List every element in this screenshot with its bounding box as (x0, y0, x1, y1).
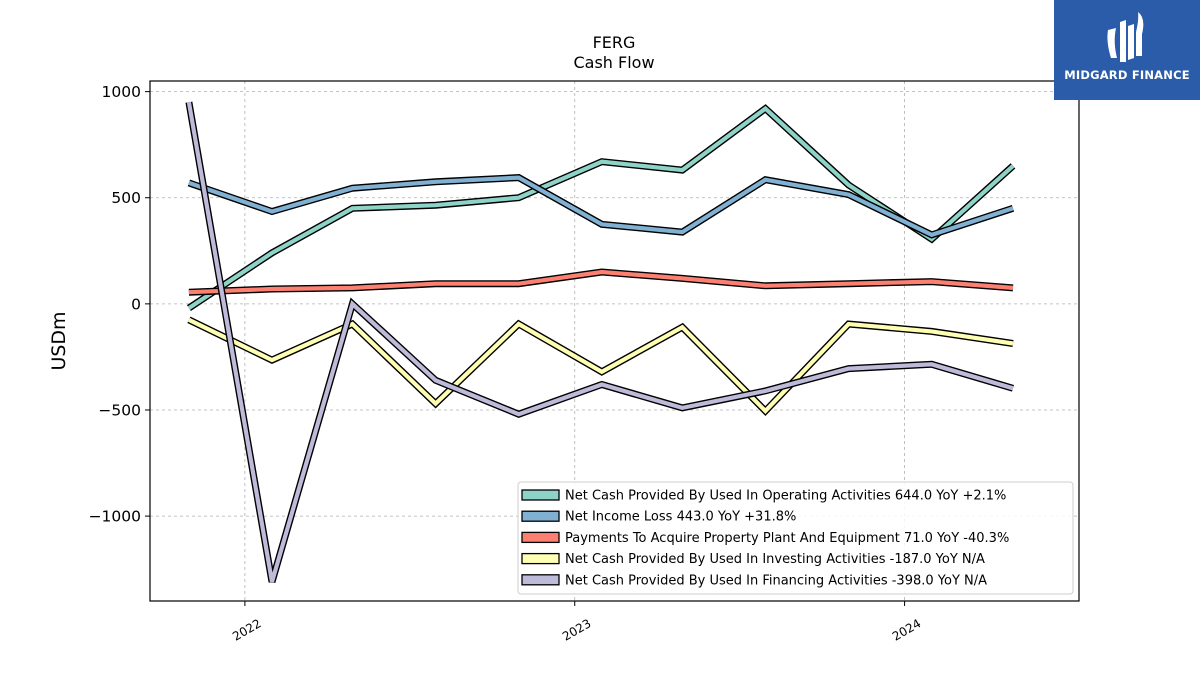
y-tick-label: 500 (111, 189, 141, 207)
x-tick-label: 2023 (560, 616, 593, 643)
legend-entry-0: Net Cash Provided By Used In Operating A… (565, 489, 1006, 504)
x-axis: 2022 2023 2024 (230, 601, 923, 644)
legend-entry-1: Net Income Loss 443.0 YoY +31.8% (565, 510, 796, 525)
y-tick-label: 1000 (102, 83, 141, 101)
legend-entry-2: Payments To Acquire Property Plant And E… (565, 531, 1009, 546)
y-tick-label: −1000 (89, 508, 141, 526)
legend-entry-4: Net Cash Provided By Used In Financing A… (565, 573, 987, 588)
chart-subtitle: Cash Flow (573, 53, 654, 72)
legend-swatch-0 (522, 490, 559, 500)
chart-title: FERG (593, 33, 636, 52)
cash-flow-chart: 1000 500 0 −500 −1000 2022 2023 2024 FERG Cash… (0, 0, 1200, 675)
legend-swatch-3 (522, 554, 559, 564)
legend-entry-3: Net Cash Provided By Used In Investing A… (565, 552, 985, 567)
midgard-logo-icon (1102, 8, 1152, 66)
legend-swatch-2 (522, 532, 559, 542)
x-tick-label: 2022 (230, 616, 263, 643)
brand-logo: MIDGARD FINANCE (1054, 0, 1200, 100)
x-tick-label: 2024 (890, 616, 923, 643)
y-tick-label: 0 (131, 295, 141, 313)
legend-swatch-4 (522, 575, 559, 585)
series-outline-0 (189, 109, 1013, 309)
y-axis: 1000 500 0 −500 −1000 (89, 83, 150, 525)
series-outline-1 (189, 178, 1013, 235)
y-axis-label: USDm (48, 311, 70, 370)
legend-swatch-1 (522, 511, 559, 521)
y-tick-label: −500 (98, 401, 141, 419)
brand-logo-name: MIDGARD FINANCE (1054, 68, 1200, 82)
legend: Net Cash Provided By Used In Operating A… (518, 482, 1073, 594)
